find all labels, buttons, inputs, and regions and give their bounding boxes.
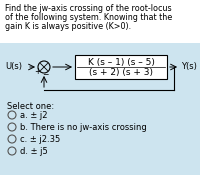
Text: a. ± j2: a. ± j2	[20, 110, 48, 120]
Text: +: +	[34, 66, 40, 75]
Text: b. There is no jw-axis crossing: b. There is no jw-axis crossing	[20, 122, 147, 131]
Text: Select one:: Select one:	[7, 102, 54, 111]
Bar	[0, 0, 200, 43]
Text: −: −	[42, 70, 48, 79]
Text: Find the jw-axis crossing of the root-locus: Find the jw-axis crossing of the root-lo…	[5, 4, 172, 13]
Text: U(s): U(s)	[5, 62, 22, 72]
Text: Y(s): Y(s)	[181, 62, 197, 72]
Text: gain K is always positive (K>0).: gain K is always positive (K>0).	[5, 22, 131, 31]
Text: (s + 2) (s + 3): (s + 2) (s + 3)	[89, 68, 153, 78]
Text: of the following system. Knowing that the: of the following system. Knowing that th…	[5, 13, 172, 22]
Text: K (s – 1) (s – 5): K (s – 1) (s – 5)	[88, 58, 154, 66]
Bar	[75, 55, 167, 79]
Text: d. ± j5: d. ± j5	[20, 146, 48, 156]
Text: c. ± j2.35: c. ± j2.35	[20, 135, 60, 144]
Bar	[0, 43, 200, 175]
